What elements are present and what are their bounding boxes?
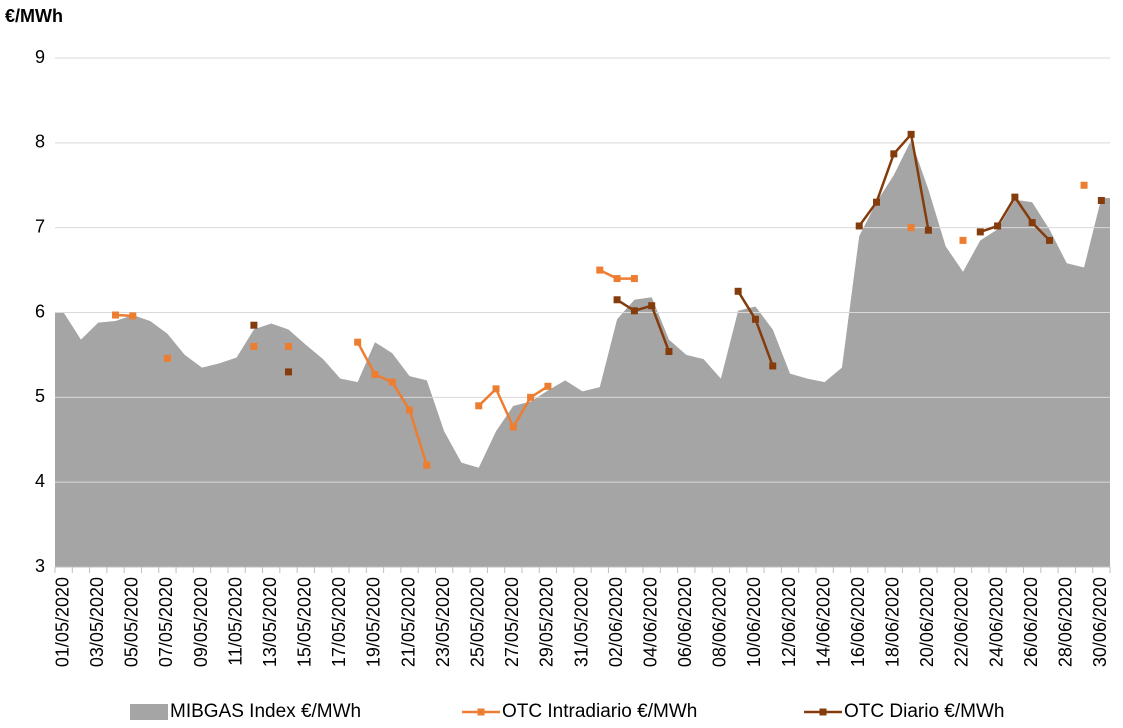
y-tick-label: 3 — [35, 556, 45, 576]
marker — [250, 321, 258, 329]
marker — [613, 275, 621, 283]
y-tick-label: 9 — [35, 47, 45, 67]
marker — [630, 307, 638, 315]
x-tick-label: 03/05/2020 — [87, 577, 107, 667]
x-tick-label: 04/06/2020 — [640, 577, 660, 667]
marker — [1028, 219, 1036, 227]
x-tick-label: 14/06/2020 — [813, 577, 833, 667]
marker — [129, 312, 137, 320]
area-layer — [55, 140, 1110, 567]
marker — [112, 311, 120, 319]
marker — [873, 198, 881, 206]
marker — [284, 368, 292, 376]
marker — [665, 348, 673, 356]
marker — [544, 382, 552, 390]
x-tick-label: 21/05/2020 — [398, 577, 418, 667]
marker — [630, 275, 638, 283]
marker — [907, 130, 915, 138]
marker — [354, 338, 362, 346]
marker — [907, 224, 915, 232]
x-tick-label: 06/06/2020 — [675, 577, 695, 667]
marker — [924, 226, 932, 234]
legend-marker — [477, 708, 485, 716]
x-tick-label: 20/06/2020 — [917, 577, 937, 667]
x-tick-label: 09/05/2020 — [191, 577, 211, 667]
x-tick-label: 01/05/2020 — [52, 577, 72, 667]
area — [55, 140, 1110, 567]
x-tick-label: 18/06/2020 — [883, 577, 903, 667]
x-tick-label: 08/06/2020 — [710, 577, 730, 667]
x-tick-label: 27/05/2020 — [502, 577, 522, 667]
marker — [284, 342, 292, 350]
marker — [1080, 181, 1088, 189]
marker — [596, 266, 604, 274]
marker — [613, 296, 621, 304]
x-tick-label: 24/06/2020 — [986, 577, 1006, 667]
x-tick-label: 13/05/2020 — [260, 577, 280, 667]
legend-label: OTC Diario €/MWh — [844, 701, 1004, 722]
marker — [250, 342, 258, 350]
x-tick-label: 28/06/2020 — [1056, 577, 1076, 667]
marker — [734, 287, 742, 295]
x-tick-label: 29/05/2020 — [537, 577, 557, 667]
x-tick-label: 23/05/2020 — [433, 577, 453, 667]
x-tick-label: 05/05/2020 — [122, 577, 142, 667]
marker — [976, 228, 984, 236]
marker — [1097, 197, 1105, 205]
x-tick-label: 26/06/2020 — [1021, 577, 1041, 667]
legend-label: OTC Intradiario €/MWh — [502, 701, 697, 722]
x-tick-label: 19/05/2020 — [364, 577, 384, 667]
marker — [890, 150, 898, 158]
x-tick-label: 30/06/2020 — [1090, 577, 1110, 667]
marker — [475, 402, 483, 410]
marker — [406, 406, 414, 414]
x-tick-label: 10/06/2020 — [744, 577, 764, 667]
y-tick-label: 7 — [35, 216, 45, 236]
marker — [769, 362, 777, 370]
legend-marker — [819, 708, 827, 716]
legend-swatch — [130, 704, 168, 720]
marker — [371, 370, 379, 378]
x-tick-label: 11/05/2020 — [225, 577, 245, 666]
marker — [994, 222, 1002, 230]
line-layer — [112, 131, 1105, 469]
marker — [388, 378, 396, 386]
x-tick-label: 07/05/2020 — [156, 577, 176, 667]
y-tick-label: 5 — [35, 386, 45, 406]
x-tick-label: 16/06/2020 — [848, 577, 868, 667]
y-tick-label: 8 — [35, 132, 45, 152]
y-axis-title: €/MWh — [5, 6, 63, 26]
x-tick-label: 31/05/2020 — [571, 577, 591, 667]
x-tick-label: 25/05/2020 — [467, 577, 487, 667]
x-tick-label: 15/05/2020 — [295, 577, 315, 667]
y-tick-label: 6 — [35, 301, 45, 321]
marker — [751, 315, 759, 323]
x-tick-label: 22/06/2020 — [952, 577, 972, 667]
grid-layer — [55, 57, 1110, 568]
x-tick-label: 17/05/2020 — [329, 577, 349, 667]
marker — [527, 393, 535, 401]
x-tick-label: 02/06/2020 — [606, 577, 626, 667]
marker — [855, 222, 863, 230]
marker — [509, 423, 517, 431]
marker — [959, 236, 967, 244]
marker — [648, 302, 656, 310]
marker — [163, 354, 171, 362]
y-tick-label: 4 — [35, 471, 45, 491]
legend-label: MIBGAS Index €/MWh — [170, 701, 361, 722]
x-tick-label: 12/06/2020 — [779, 577, 799, 667]
marker — [492, 385, 500, 393]
marker — [423, 461, 431, 469]
marker — [1045, 236, 1053, 244]
marker — [1011, 193, 1019, 201]
